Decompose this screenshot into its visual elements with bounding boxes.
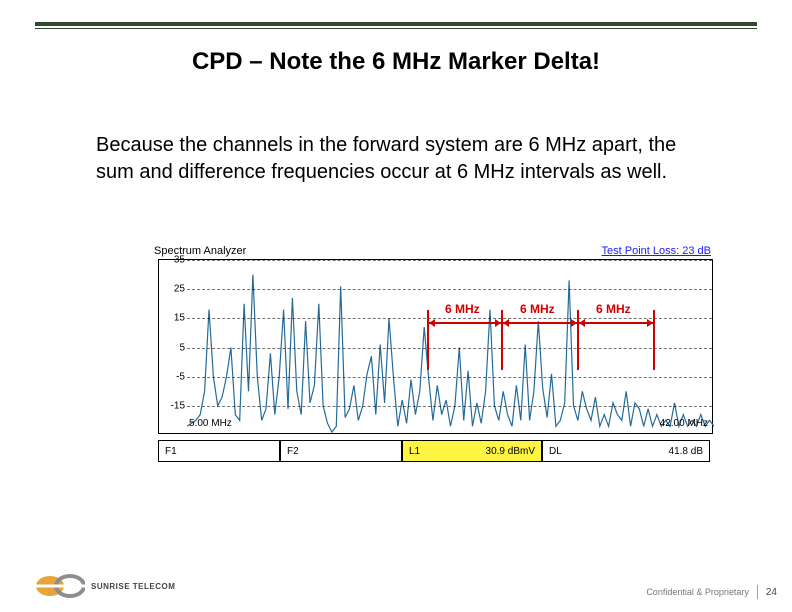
footer-separator xyxy=(757,585,758,599)
marker-label: 6 MHz xyxy=(520,302,555,316)
logo-icon xyxy=(35,573,85,599)
confidential-label: Confidential & Proprietary xyxy=(646,587,749,597)
footer-cell-label: DL xyxy=(549,446,562,457)
grid-line xyxy=(187,289,712,290)
footer-cell-label: F1 xyxy=(165,446,177,457)
spectrum-chart: Spectrum Analyzer Test Point Loss: 23 dB… xyxy=(150,245,715,485)
plot-area: 5.00 MHz 42.00 MHz 3525155-5-156 MHz6 MH… xyxy=(158,259,713,434)
grid-line xyxy=(187,377,712,378)
body-paragraph: Because the channels in the forward syst… xyxy=(96,132,696,186)
grid-line xyxy=(187,260,712,261)
test-point-loss: Test Point Loss: 23 dB xyxy=(602,245,711,257)
marker-label: 6 MHz xyxy=(596,302,631,316)
slide-title: CPD – Note the 6 MHz Marker Delta! xyxy=(0,48,792,76)
slide-footer: SUNRISE TELECOM Confidential & Proprieta… xyxy=(35,573,777,599)
marker-vertical xyxy=(653,310,655,370)
footer-cell-label: F2 xyxy=(287,446,299,457)
y-tick-label: 15 xyxy=(163,313,185,324)
footer-cell-dl: DL 41.8 dB xyxy=(542,440,710,462)
brand-text: SUNRISE TELECOM xyxy=(91,582,175,591)
grid-line xyxy=(187,348,712,349)
grid-line xyxy=(187,406,712,407)
footer-cell-f1: F1 xyxy=(158,440,280,462)
marker-label: 6 MHz xyxy=(445,302,480,316)
footer-cell-label: L1 xyxy=(409,446,420,457)
marker-arrow xyxy=(429,322,501,324)
chart-footer-row: F1 F2 L1 30.9 dBmV DL 41.8 dB xyxy=(158,440,715,462)
footer-cell-value: 30.9 dBmV xyxy=(486,446,535,457)
footer-cell-value: 41.8 dB xyxy=(669,446,703,457)
marker-arrow xyxy=(579,322,653,324)
y-tick-label: 35 xyxy=(163,255,185,266)
brand-logo: SUNRISE TELECOM xyxy=(35,573,175,599)
x-start-label: 5.00 MHz xyxy=(189,418,232,429)
footer-cell-f2: F2 xyxy=(280,440,402,462)
y-tick-label: 5 xyxy=(163,342,185,353)
grid-line xyxy=(187,318,712,319)
y-tick-label: -15 xyxy=(163,400,185,411)
footer-cell-l1: L1 30.9 dBmV xyxy=(402,440,542,462)
top-rule xyxy=(35,22,757,29)
y-tick-label: -5 xyxy=(163,371,185,382)
page-number: 24 xyxy=(766,587,777,598)
marker-arrow xyxy=(503,322,577,324)
y-tick-label: 25 xyxy=(163,284,185,295)
x-end-label: 42.00 MHz xyxy=(660,418,708,429)
